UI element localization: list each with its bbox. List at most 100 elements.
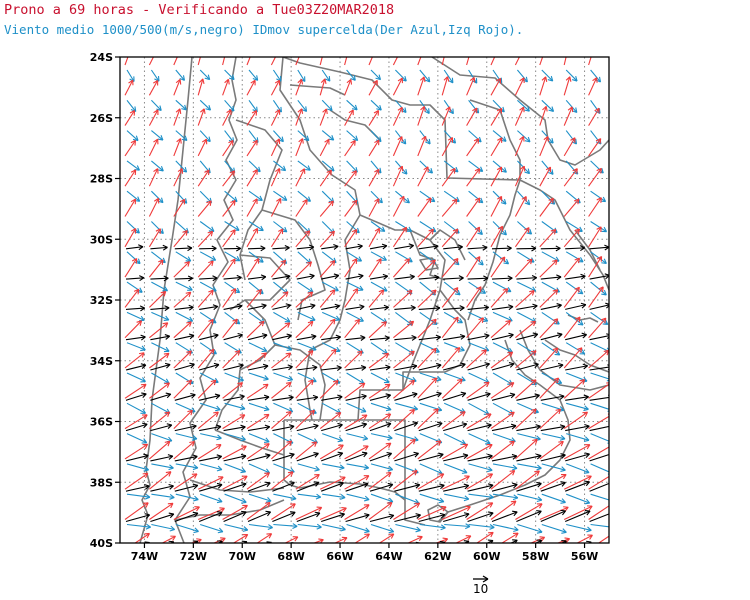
left-mover-arrow: [161, 535, 176, 543]
left-mover-arrow: [173, 321, 192, 339]
left-mover-arrow: [378, 533, 395, 543]
right-mover-arrow: [248, 342, 268, 353]
mean-wind-arrow: [491, 453, 518, 462]
left-mover-arrow: [222, 229, 236, 248]
left-mover-arrow: [466, 76, 476, 96]
mean-wind-arrow: [418, 362, 442, 371]
right-mover-arrow: [517, 130, 531, 143]
latitude-labels: 24S 26S 28S 30S 32S 34S 36S 38S 40S: [90, 51, 113, 550]
right-mover-arrow: [444, 342, 465, 352]
left-mover-arrow: [588, 255, 603, 278]
mean-wind-arrow: [125, 422, 148, 432]
right-mover-arrow: [224, 433, 246, 442]
left-mover-arrow: [173, 198, 186, 217]
left-mover-arrow: [197, 476, 224, 490]
right-mover-arrow: [468, 190, 484, 204]
mean-wind-arrow: [369, 513, 395, 523]
left-mover-arrow: [514, 227, 530, 248]
mean-wind-arrow: [565, 363, 588, 371]
left-mover-arrow: [475, 531, 494, 543]
right-mover-arrow: [175, 281, 193, 291]
right-mover-arrow: [468, 311, 489, 323]
mean-wind-arrow: [125, 305, 146, 312]
mean-wind-arrow: [150, 334, 171, 341]
mean-wind-arrow: [174, 362, 195, 371]
right-mover-arrow: [346, 402, 367, 413]
mean-wind-arrow: [394, 451, 419, 462]
left-mover-arrow: [466, 226, 481, 248]
left-mover-arrow: [417, 106, 426, 126]
left-mover-arrow: [368, 289, 385, 308]
grid-lines: [120, 57, 609, 543]
right-mover-arrow: [200, 493, 223, 504]
mean-wind-arrow: [394, 482, 421, 492]
left-mover-arrow: [588, 167, 602, 187]
left-mover-arrow: [466, 57, 470, 66]
mean-wind-arrow: [418, 512, 446, 523]
left-mover-arrow: [539, 289, 559, 308]
mean-wind-arrow: [296, 303, 316, 310]
left-mover-arrow: [295, 349, 314, 369]
mean-wind-arrow: [199, 245, 217, 252]
left-mover-arrow: [406, 535, 423, 543]
mean-wind-arrow: [516, 481, 542, 492]
left-mover-arrow: [417, 57, 422, 66]
left-mover-arrow: [392, 57, 399, 66]
left-mover-arrow: [246, 258, 260, 278]
left-mover-arrow: [173, 261, 190, 278]
mean-wind-arrow: [443, 453, 469, 462]
right-mover-arrow: [126, 372, 146, 383]
plata-coast: [437, 339, 571, 523]
mean-wind-arrow: [272, 244, 290, 251]
mean-wind-arrow: [199, 393, 221, 401]
left-mover-arrow: [441, 505, 471, 521]
left-mover-arrow: [368, 258, 382, 278]
left-mover-arrow: [539, 347, 559, 369]
left-mover-arrow: [514, 77, 525, 96]
left-mover-arrow: [417, 166, 429, 187]
left-mover-arrow: [563, 444, 591, 460]
left-mover-arrow: [539, 408, 562, 430]
mean-wind-arrow: [589, 394, 609, 401]
left-mover-arrow: [270, 57, 277, 66]
mean-wind-arrow: [174, 423, 197, 432]
mean-wind-arrow: [443, 483, 470, 492]
wind-arrows: [124, 57, 609, 543]
left-mover-arrow: [514, 106, 525, 126]
mean-wind-arrow: [198, 511, 223, 523]
lon-label: 70W: [229, 550, 256, 563]
right-mover-arrow: [126, 493, 151, 500]
right-mover-arrow: [566, 433, 590, 442]
right-mover-arrow: [248, 69, 259, 81]
mean-wind-arrow: [394, 305, 416, 311]
left-mover-arrow: [246, 110, 258, 126]
mean-wind-arrow: [491, 304, 514, 311]
right-mover-arrow: [297, 160, 311, 171]
mean-wind-arrow: [540, 362, 564, 371]
left-mover-arrow: [246, 472, 270, 490]
right-mover-arrow: [175, 433, 198, 441]
right-mover-arrow: [444, 463, 468, 474]
left-mover-arrow: [256, 533, 273, 543]
left-mover-arrow: [392, 258, 410, 278]
left-mover-arrow: [333, 536, 348, 543]
left-mover-arrow: [441, 76, 450, 96]
lon-label: 60W: [473, 550, 500, 563]
uruguay-river: [519, 179, 609, 291]
right-mover-arrow: [297, 311, 316, 322]
mean-wind-arrow: [125, 392, 147, 401]
left-mover-arrow: [393, 379, 415, 399]
right-mover-arrow: [346, 281, 364, 291]
right-mover-arrow: [346, 99, 358, 111]
mean-wind-arrow: [125, 275, 145, 282]
mean-wind-arrow: [321, 422, 343, 432]
left-mover-arrow: [149, 440, 171, 460]
right-mover-arrow: [175, 99, 187, 111]
left-mover-arrow: [222, 78, 230, 96]
left-mover-arrow: [368, 79, 378, 96]
left-mover-arrow: [246, 352, 267, 369]
right-mover-arrow: [566, 402, 589, 412]
right-mover-arrow: [492, 523, 519, 533]
left-mover-arrow: [466, 168, 481, 187]
mean-wind-arrow: [418, 421, 443, 432]
